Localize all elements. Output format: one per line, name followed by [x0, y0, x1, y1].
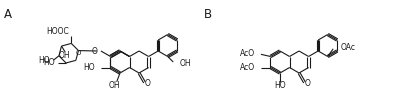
Text: O: O [92, 47, 98, 55]
Text: OAc: OAc [340, 43, 355, 52]
Text: O: O [305, 79, 311, 88]
Text: OH: OH [179, 59, 191, 67]
Text: HO: HO [44, 58, 55, 67]
Text: OH: OH [109, 81, 120, 90]
Text: AcO: AcO [240, 63, 255, 72]
Text: HO: HO [274, 81, 286, 90]
Text: OH: OH [59, 51, 71, 60]
Text: A: A [4, 8, 12, 21]
Text: B: B [204, 8, 212, 21]
Text: HO: HO [83, 63, 95, 72]
Text: O: O [76, 50, 81, 56]
Text: O: O [145, 79, 151, 88]
Text: AcO: AcO [240, 49, 255, 58]
Text: HO: HO [38, 56, 49, 65]
Text: HOOC: HOOC [46, 27, 69, 36]
